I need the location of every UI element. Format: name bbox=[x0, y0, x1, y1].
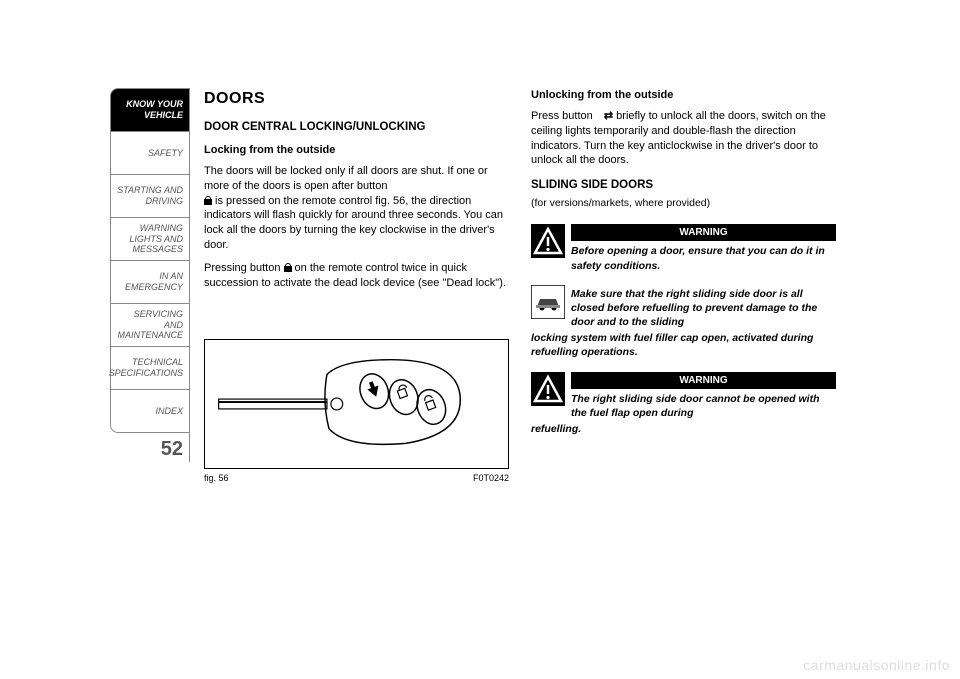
car-caution-icon bbox=[531, 285, 565, 319]
warning-text: The right sliding side door cannot be op… bbox=[571, 392, 836, 420]
warning-triangle-icon bbox=[531, 372, 565, 406]
tab-servicing[interactable]: SERVICING AND MAINTENANCE bbox=[110, 303, 190, 347]
warning-box: WARNING The right sliding side door cann… bbox=[531, 372, 836, 421]
tab-index[interactable]: INDEX bbox=[110, 389, 190, 433]
caution-text-continued: locking system with fuel filler cap open… bbox=[531, 331, 836, 359]
tab-label: IN AN EMERGENCY bbox=[117, 271, 183, 293]
subsection-title: SLIDING SIDE DOORS bbox=[531, 178, 836, 194]
key-figure bbox=[204, 339, 509, 469]
caution-box: Make sure that the right sliding side do… bbox=[531, 285, 836, 330]
text-run: Pressing button bbox=[204, 262, 284, 274]
right-column: Unlocking from the outside Press button … bbox=[531, 88, 836, 588]
tab-safety[interactable]: SAFETY bbox=[110, 131, 190, 175]
subsection-title: DOOR CENTRAL LOCKING/UNLOCKING bbox=[204, 120, 509, 136]
page-number: 52 bbox=[110, 432, 190, 462]
topic-title: Unlocking from the outside bbox=[531, 88, 836, 103]
availability-note: (for versions/markets, where provided) bbox=[531, 196, 836, 210]
body-text: Pressing button on the remote control tw… bbox=[204, 261, 509, 291]
warning-box: WARNING Before opening a door, ensure th… bbox=[531, 224, 836, 273]
tab-warning-lights[interactable]: WARNING LIGHTS AND MESSAGES bbox=[110, 217, 190, 261]
body-text: The doors will be locked only if all doo… bbox=[204, 164, 509, 253]
caution-body: Make sure that the right sliding side do… bbox=[571, 285, 836, 330]
tab-starting-driving[interactable]: STARTING AND DRIVING bbox=[110, 174, 190, 218]
figure-code: F0T0242 bbox=[473, 472, 509, 484]
tab-label: WARNING LIGHTS AND MESSAGES bbox=[117, 223, 183, 255]
key-illustration bbox=[205, 340, 508, 468]
tab-tech-specs[interactable]: TECHNICAL SPECIFICATIONS bbox=[110, 346, 190, 390]
tab-label: SAFETY bbox=[148, 148, 183, 159]
text-run: is pressed on the remote control fig. 56… bbox=[204, 195, 503, 252]
warning-text: Before opening a door, ensure that you c… bbox=[571, 244, 836, 272]
manual-page: KNOW YOUR VEHICLE SAFETY STARTING AND DR… bbox=[110, 88, 850, 588]
tab-label: SERVICING AND MAINTENANCE bbox=[117, 309, 183, 341]
warning-header: WARNING bbox=[571, 224, 836, 242]
warning-body: WARNING The right sliding side door cann… bbox=[571, 372, 836, 421]
caution-text: Make sure that the right sliding side do… bbox=[571, 287, 836, 330]
lock-icon bbox=[284, 263, 292, 272]
unlock-icon: ⠀⇄ bbox=[596, 110, 613, 122]
warning-header: WARNING bbox=[571, 372, 836, 390]
section-title: DOORS bbox=[204, 88, 509, 110]
tab-label: KNOW YOUR VEHICLE bbox=[117, 99, 183, 121]
figure-caption: fig. 56 F0T0242 bbox=[204, 472, 509, 484]
warning-triangle-icon bbox=[531, 224, 565, 258]
body-text: Press button ⠀⇄ briefly to unlock all th… bbox=[531, 109, 836, 168]
section-tabs: KNOW YOUR VEHICLE SAFETY STARTING AND DR… bbox=[110, 88, 190, 588]
watermark: carmanualsonline.info bbox=[803, 657, 950, 673]
text-run: The doors will be locked only if all doo… bbox=[204, 165, 488, 192]
topic-title: Locking from the outside bbox=[204, 143, 509, 158]
left-column: DOORS DOOR CENTRAL LOCKING/UNLOCKING Loc… bbox=[204, 88, 509, 588]
tab-label: STARTING AND DRIVING bbox=[117, 185, 183, 207]
tab-label: INDEX bbox=[155, 406, 183, 417]
tab-know-your-vehicle[interactable]: KNOW YOUR VEHICLE bbox=[110, 88, 190, 132]
figure-label: fig. 56 bbox=[204, 472, 229, 484]
warning-text-continued: refuelling. bbox=[531, 422, 836, 436]
warning-body: WARNING Before opening a door, ensure th… bbox=[571, 224, 836, 273]
lock-icon bbox=[204, 196, 212, 205]
page-content: DOORS DOOR CENTRAL LOCKING/UNLOCKING Loc… bbox=[190, 88, 850, 588]
tab-emergency[interactable]: IN AN EMERGENCY bbox=[110, 260, 190, 304]
text-run: Press button bbox=[531, 110, 596, 122]
tab-label: TECHNICAL SPECIFICATIONS bbox=[109, 357, 183, 379]
